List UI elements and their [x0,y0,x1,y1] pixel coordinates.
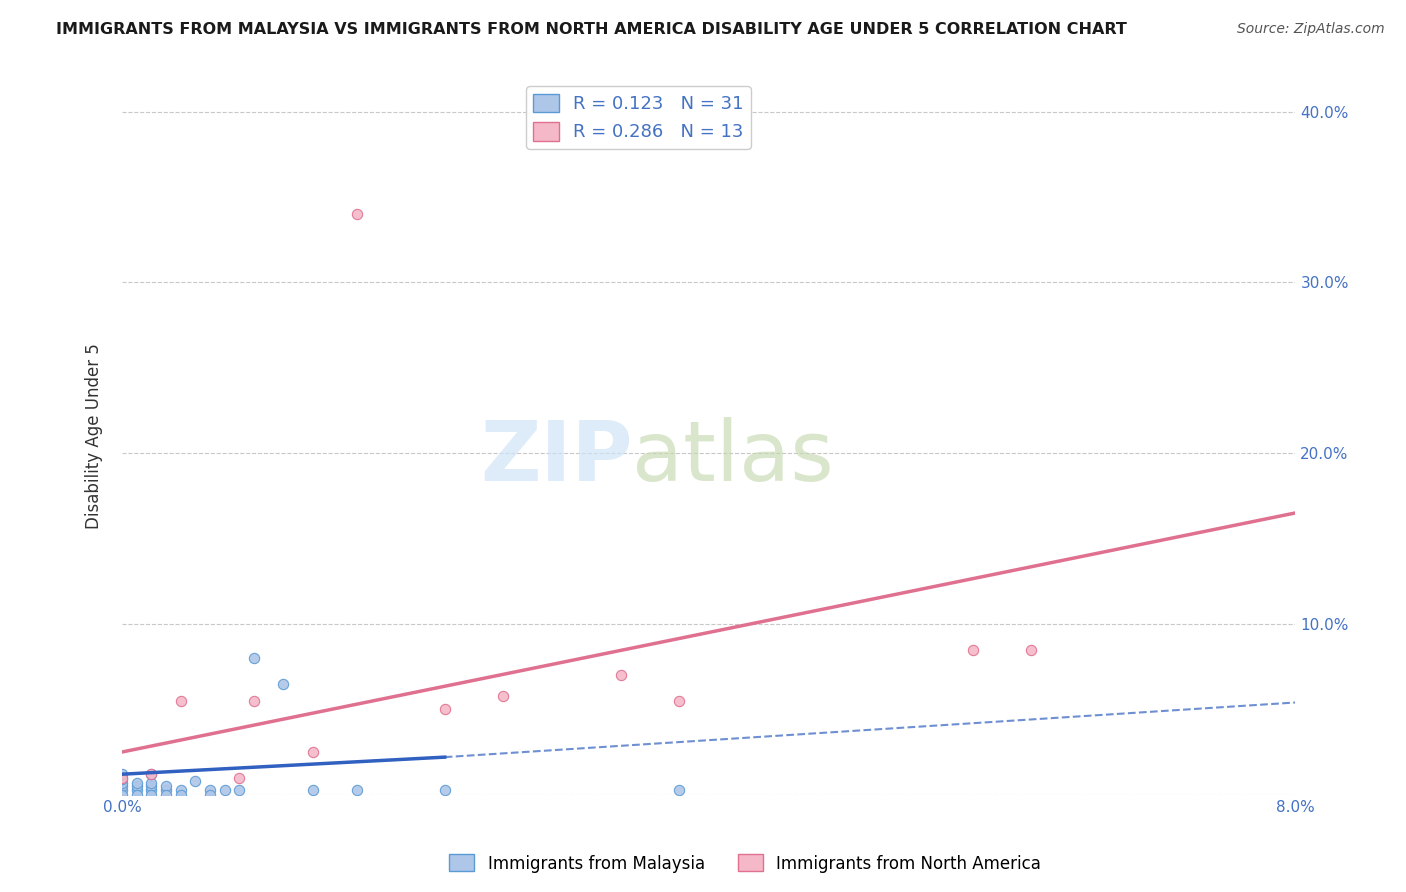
Point [228,782,250,797]
Point [141,767,163,781]
Legend: R = 0.123   N = 31, R = 0.286   N = 13: R = 0.123 N = 31, R = 0.286 N = 13 [526,87,751,149]
Point [111,771,134,785]
Point [111,782,134,797]
Point [125,782,148,797]
Point [155,779,177,793]
Point [111,772,134,787]
Point [668,782,690,797]
Point [125,779,148,793]
Point [111,779,134,793]
Point [125,776,148,790]
Point [346,782,368,797]
Point [184,774,207,789]
Point [141,782,163,797]
Point [609,668,631,682]
Point [111,776,134,790]
Point [170,788,193,802]
Point [243,651,266,665]
Point [433,782,456,797]
Text: atlas: atlas [633,417,834,498]
Point [125,788,148,802]
Text: IMMIGRANTS FROM MALAYSIA VS IMMIGRANTS FROM NORTH AMERICA DISABILITY AGE UNDER 5: IMMIGRANTS FROM MALAYSIA VS IMMIGRANTS F… [56,22,1128,37]
Point [155,788,177,802]
Point [170,694,193,708]
Point [243,694,266,708]
Point [301,745,323,759]
Point [141,776,163,790]
Y-axis label: Disability Age Under 5: Disability Age Under 5 [86,343,103,529]
Point [198,782,221,797]
Point [214,782,236,797]
Point [668,694,690,708]
Text: ZIP: ZIP [479,417,633,498]
Point [346,207,368,221]
Point [433,702,456,716]
Point [301,782,323,797]
Point [273,676,295,690]
Point [141,767,163,781]
Point [1021,642,1043,657]
Point [962,642,984,657]
Point [198,788,221,802]
Point [228,771,250,785]
Point [141,779,163,793]
Legend: Immigrants from Malaysia, Immigrants from North America: Immigrants from Malaysia, Immigrants fro… [443,847,1047,880]
Point [111,767,134,781]
Point [155,782,177,797]
Point [492,689,515,703]
Point [141,788,163,802]
Point [111,788,134,802]
Point [170,782,193,797]
Text: Source: ZipAtlas.com: Source: ZipAtlas.com [1237,22,1385,37]
